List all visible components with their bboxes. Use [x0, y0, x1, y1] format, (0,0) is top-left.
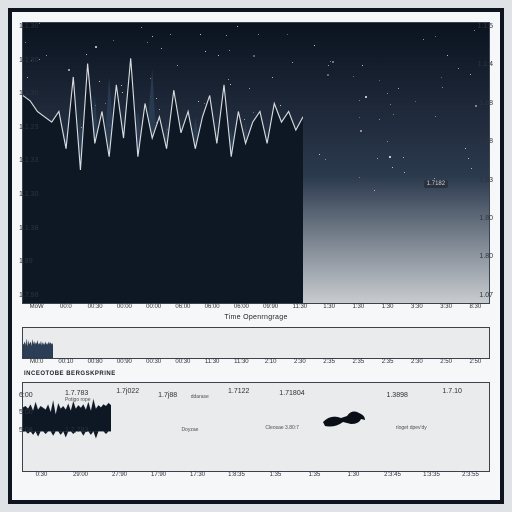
y-axis-left: 1.1.30 1.1.30 1.1.30 1.1.23 1.1.33 1.1.30 1.1.… — [19, 23, 49, 303]
y-axis-right: 1.1:5 1.1:4 1.88 1.88 1.83 1.80 1.80 1.07 — [463, 23, 493, 303]
y-tick: 1.80 — [463, 253, 493, 260]
y-tick: 1.07 — [463, 292, 493, 299]
main-price-chart: 1.1.30 1.1.30 1.1.30 1.1.23 1.1.33 1.1.30 1.1.… — [22, 22, 490, 304]
x-tick: 2:30 — [402, 359, 431, 365]
y-tick: 1.80 — [463, 215, 493, 222]
y-tick: 1.1.23 — [19, 124, 49, 131]
y-tick: 1.1.30 — [19, 90, 49, 97]
indicator-chart: 1.7.783Potigo rope 1.7j022 1.7j88 ddarase 1.… — [22, 382, 490, 472]
y-tick: 1.1.33 — [19, 157, 49, 164]
x-tick: 17:30 — [178, 472, 217, 478]
x-tick: 00:10 — [51, 359, 80, 365]
x-tick: 2:50 — [461, 359, 490, 365]
x-tick: 11:30 — [227, 359, 256, 365]
x-tick: 00:30 — [168, 359, 197, 365]
x-tick: 2:35 — [373, 359, 402, 365]
x-tick: MoW — [22, 304, 51, 310]
x-tick: 00:30 — [81, 304, 110, 310]
x-tick: 00:00 — [139, 304, 168, 310]
y-tick: 1.1:4 — [463, 61, 493, 68]
x-tick: 2:35 — [315, 359, 344, 365]
main-x-axis-label: Time Openrngrage — [12, 314, 500, 321]
x-tick: 3:30 — [402, 304, 431, 310]
x-tick: 2:10 — [256, 359, 285, 365]
x-tick: 3:30 — [432, 304, 461, 310]
x-tick: 0:30 — [22, 472, 61, 478]
x-tick: 11:30 — [198, 359, 227, 365]
x-tick: 1:8:35 — [217, 472, 256, 478]
value-label: 1.71804 — [279, 390, 304, 397]
x-tick: 1:30 — [315, 304, 344, 310]
y-tick: 1.88 — [463, 100, 493, 107]
value-label: Cleosae 3.80:7 — [265, 425, 299, 431]
indicator-y-axis: 6:00 5:00 5:08 — [19, 383, 49, 471]
value-label: 1.7.10 — [442, 388, 461, 395]
y-tick: 1.1:5 — [463, 23, 493, 30]
y-tick: 1.7.98 — [19, 292, 49, 299]
x-tick: 1:35 — [295, 472, 334, 478]
x-tick: 2:35 — [344, 359, 373, 365]
x-tick: 27:90 — [100, 472, 139, 478]
y-tick: 6:00 — [19, 392, 49, 399]
value-label: 1.7j022 — [116, 388, 139, 395]
x-tick: 1:35 — [256, 472, 295, 478]
value-label: 1.7.783Potigo rope — [65, 390, 91, 403]
indicator-x-axis: 0:3029:0027:9017:9017:301:8:351:351:351:… — [22, 472, 490, 478]
y-tick: 1.1.30 — [19, 57, 49, 64]
x-tick: 8:30 — [461, 304, 490, 310]
x-tick: 00:30 — [139, 359, 168, 365]
main-x-axis: MoW00:000:3000:0000:0006:0006:0006:0009:… — [22, 304, 490, 310]
price-tag: 1.7182 — [424, 180, 448, 188]
x-tick: 06:00 — [168, 304, 197, 310]
y-tick: 5:00 — [19, 409, 49, 416]
value-label: rloget dpev'dy — [396, 425, 427, 431]
y-tick: 1.89 — [19, 258, 49, 265]
value-label: 1.7122 — [228, 388, 249, 395]
x-tick: 2:3:45 — [373, 472, 412, 478]
x-tick: 2:30 — [285, 359, 314, 365]
x-tick: M0:0 — [22, 359, 51, 365]
y-tick: 1.1.30 — [19, 191, 49, 198]
y-tick: 1.88 — [463, 138, 493, 145]
y-tick: 1.1.38 — [19, 225, 49, 232]
x-tick: 09:90 — [256, 304, 285, 310]
value-label: ddarase — [191, 394, 209, 400]
value-label: 1.7j88 — [158, 392, 177, 399]
value-label: Doyzae — [181, 427, 198, 433]
overview-x-axis: M0:000:1000:8000:9000:3000:3011:3011:302… — [22, 359, 490, 365]
x-tick: 00:80 — [81, 359, 110, 365]
y-tick: 1.83 — [463, 177, 493, 184]
x-tick: 29:00 — [61, 472, 100, 478]
x-tick: 2:3:55 — [451, 472, 490, 478]
overview-chart — [22, 327, 490, 359]
x-tick: 1:30 — [344, 304, 373, 310]
x-tick: 1:30 — [334, 472, 373, 478]
x-tick: 17:90 — [139, 472, 178, 478]
value-label: 1.3898 — [386, 392, 407, 399]
overview-area-series — [23, 328, 53, 358]
x-tick: 00:0 — [51, 304, 80, 310]
bird-icon — [321, 408, 367, 432]
x-tick: 1:30 — [373, 304, 402, 310]
bottom-section-title: INCEOTOBE BERGSKPRINE — [24, 371, 116, 377]
x-tick: 1:3:35 — [412, 472, 451, 478]
y-tick: 5:08 — [19, 427, 49, 434]
chart-frame: 1.1.30 1.1.30 1.1.30 1.1.23 1.1.33 1.1.30 1.1.… — [8, 8, 504, 504]
x-tick: 06:00 — [198, 304, 227, 310]
value-label: 1.7,783 — [65, 427, 88, 434]
y-tick: 1.1.30 — [19, 23, 49, 30]
main-area-series — [23, 23, 303, 303]
x-tick: 11:30 — [285, 304, 314, 310]
x-tick: 06:00 — [227, 304, 256, 310]
x-tick: 00:00 — [110, 304, 139, 310]
x-tick: 00:90 — [110, 359, 139, 365]
x-tick: 2:50 — [432, 359, 461, 365]
